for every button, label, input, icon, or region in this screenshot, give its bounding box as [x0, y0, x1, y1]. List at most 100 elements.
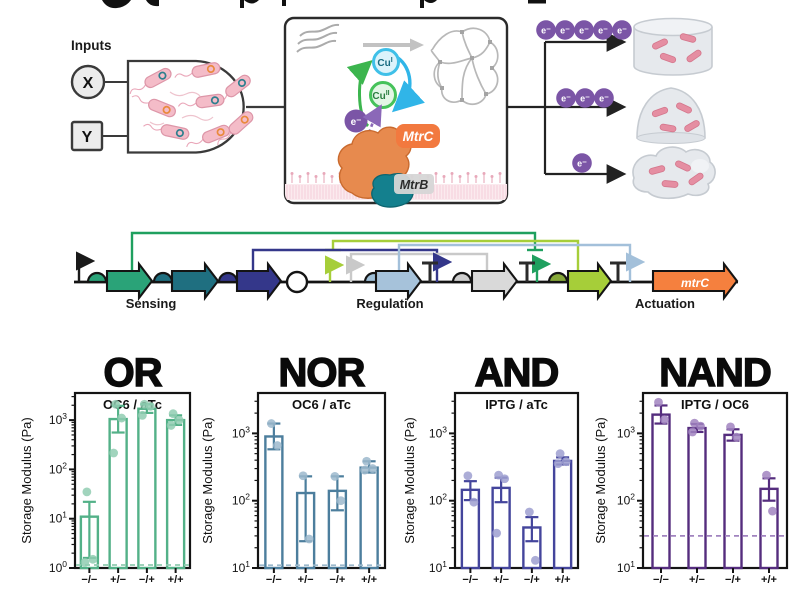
flagella-strands [149, 91, 214, 126]
electron-icon: e⁻ [536, 20, 556, 40]
data-point [304, 534, 314, 544]
electron-icon: e⁻ [572, 153, 592, 173]
gate-title: OR [104, 351, 163, 395]
cropped-title-fragments [102, 0, 546, 9]
x-category-label: −/+ [329, 574, 345, 586]
y-axis-label: Storage Modulus (Pa) [402, 417, 417, 543]
chart-NAND: NAND IPTG / OC6 Storage Modulus (Pa) 101 102… [593, 350, 789, 586]
svg-text:e⁻: e⁻ [541, 26, 551, 36]
x-category-label: +/− [110, 574, 126, 586]
bar [723, 433, 743, 570]
bar [687, 426, 707, 570]
x-category-label: −/− [81, 574, 97, 586]
data-point [111, 399, 121, 409]
x-category-label: +/+ [168, 574, 184, 586]
bacterium-icon [217, 111, 254, 146]
svg-text:e⁻: e⁻ [560, 26, 570, 36]
condition-label: IPTG / aTc [485, 397, 548, 412]
gene-arrow-regulator-1 [374, 260, 423, 302]
x-category-label: +/− [298, 574, 314, 586]
x-category-label: +/+ [361, 574, 377, 586]
x-category-label: −/+ [725, 574, 741, 586]
top-schematic: Inputs X Y [70, 0, 716, 208]
bacterium-icon [659, 123, 677, 133]
data-point [660, 415, 669, 425]
rbs-elements [86, 270, 569, 294]
promoter-gray [346, 255, 366, 282]
spacer-circle [285, 270, 309, 294]
chart-NOR: NOR OC6 / aTc Storage Modulus (Pa) 101 102 10… [200, 350, 387, 586]
bacterium-icon [131, 95, 176, 118]
bacterium-icon [686, 49, 702, 63]
electron-icon: e⁻ [574, 20, 594, 40]
gate-title: AND [475, 351, 559, 395]
data-point [80, 557, 90, 567]
electron-icon: e⁻ [594, 88, 614, 108]
gene-arrow-sensor-2 [170, 260, 220, 302]
svg-text:e⁻: e⁻ [617, 26, 627, 36]
crosslinking-arrow-icon [363, 38, 424, 52]
electron-icon [344, 109, 368, 133]
y-axis-label: Storage Modulus (Pa) [593, 417, 608, 543]
data-point [362, 456, 372, 466]
regulation-label: Regulation [356, 296, 423, 311]
condition-label: OC6 / aTc [292, 397, 351, 412]
engineered-bacteria [129, 62, 254, 148]
promoter-constitutive [76, 251, 96, 282]
bar [108, 417, 128, 570]
mtrc-gene-label: mtrC [681, 276, 709, 290]
bacterium-icon [652, 38, 668, 50]
hydrogel-blob-icon [632, 146, 716, 200]
input-y-label: Y [82, 129, 93, 146]
bacterium-icon [177, 93, 225, 109]
x-category-label: +/− [689, 574, 705, 586]
data-point [145, 401, 155, 411]
data-point [88, 554, 98, 564]
electron-icon: e⁻ [556, 88, 576, 108]
data-point [168, 409, 178, 419]
x-category-label: −/+ [139, 574, 155, 586]
bacterium-icon [648, 165, 666, 175]
output-wires [507, 32, 627, 184]
bacterium-icon [661, 180, 679, 188]
data-points [266, 419, 378, 544]
x-category-label: −/− [266, 574, 282, 586]
inputs-label: Inputs [71, 38, 112, 53]
data-point [368, 464, 378, 473]
data-point [166, 421, 176, 430]
data-point [492, 528, 502, 538]
bacterium-icon [186, 124, 230, 148]
terminators [422, 261, 626, 282]
y-tick-label: 102 [617, 492, 635, 508]
data-point [336, 496, 346, 506]
mtrc-protein-label: MtrC [403, 129, 434, 144]
gene-circuit-schematic: Sensing Regulation Actuation mtrC [74, 231, 739, 311]
data-point [469, 497, 479, 507]
x-category-label: −/+ [524, 574, 540, 586]
encapsulated-bacteria [648, 33, 704, 188]
cu1-node [372, 48, 400, 76]
y-tick-label: 101 [49, 510, 67, 526]
bacterium-icon [684, 120, 700, 132]
data-point [688, 427, 697, 437]
gene-arrow-regulator-2 [470, 260, 519, 302]
data-point [732, 432, 741, 442]
data-point [330, 471, 340, 481]
bacterium-icon [651, 106, 669, 118]
svg-text:e⁻: e⁻ [579, 26, 589, 36]
electron-icon: e⁻ [575, 88, 595, 108]
mtrc-label-badge [396, 124, 440, 148]
bars-group [651, 404, 779, 570]
data-point [555, 449, 565, 459]
promoter-green [532, 254, 552, 282]
electron-icon: e⁻ [555, 20, 575, 40]
y-tick-label: 103 [49, 411, 67, 427]
y-tick-label: 100 [49, 559, 67, 575]
sensing-label: Sensing [126, 296, 177, 311]
cu2-label: CuII [372, 90, 389, 102]
electron-icon: e⁻ [593, 20, 613, 40]
data-point [298, 471, 308, 481]
